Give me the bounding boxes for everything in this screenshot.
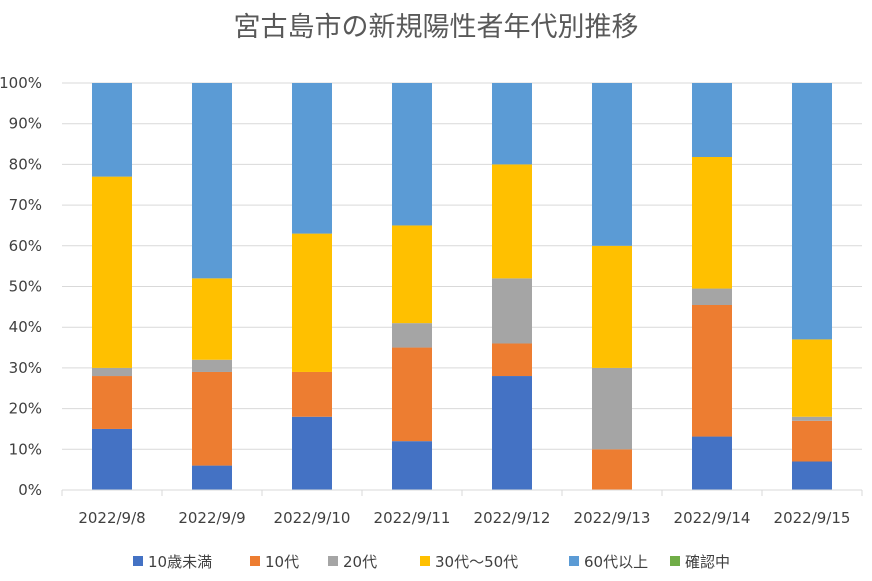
y-tick-label: 10% — [9, 440, 42, 458]
bar-segment — [692, 305, 732, 437]
bar-segment — [92, 428, 132, 490]
y-tick-label: 70% — [9, 196, 42, 214]
legend-label: 60代以上 — [584, 553, 648, 571]
bar-segment — [792, 461, 832, 490]
bar-segment — [192, 83, 232, 279]
bar-segment — [792, 83, 832, 340]
bar-segment — [492, 83, 532, 165]
bar-segment — [192, 359, 232, 372]
bar-segment — [692, 436, 732, 490]
bar-segment — [92, 367, 132, 377]
bar-segment — [292, 233, 332, 372]
gridlines — [62, 82, 862, 491]
y-tick-label: 0% — [18, 481, 42, 499]
bar-segment — [392, 441, 432, 490]
bar-segment — [192, 371, 232, 466]
bar-segment — [692, 83, 732, 157]
legend-swatch — [569, 556, 579, 566]
bar-segment — [92, 83, 132, 177]
x-tick-label: 2022/9/9 — [178, 509, 245, 527]
x-tick-label: 2022/9/13 — [574, 509, 651, 527]
bar-segment — [292, 371, 332, 417]
x-tick-label: 2022/9/12 — [474, 509, 551, 527]
y-tick-label: 50% — [9, 278, 42, 296]
legend-swatch — [670, 556, 680, 566]
bar-segment — [392, 225, 432, 324]
x-tick-label: 2022/9/8 — [78, 509, 145, 527]
bar-segment — [92, 376, 132, 429]
legend-label: 確認中 — [685, 553, 730, 571]
bar-segment — [192, 278, 232, 360]
y-tick-label: 40% — [9, 318, 42, 336]
y-tick-label: 100% — [0, 74, 42, 92]
y-axis: 0% 10% 20% 30% 40% 50% 60% 70% 80% 90% 100% — [0, 74, 42, 499]
bar-segment — [492, 343, 532, 377]
bar-segment — [192, 465, 232, 490]
bar-segment — [492, 164, 532, 279]
bar-segment — [792, 420, 832, 462]
bar-segment — [392, 347, 432, 442]
bar-segment — [592, 83, 632, 246]
bar-segment — [492, 376, 532, 490]
legend: 10歳未満 10代 20代 30代～50代 60代以上 確認中 — [133, 553, 730, 571]
bar-segment — [392, 83, 432, 226]
x-tick-label: 2022/9/15 — [774, 509, 851, 527]
bar-segment — [592, 245, 632, 368]
y-tick-label: 20% — [9, 400, 42, 418]
y-tick-label: 60% — [9, 237, 42, 255]
y-tick-label: 90% — [9, 115, 42, 133]
bar-segment — [692, 288, 732, 305]
bar-segment — [292, 83, 332, 234]
legend-label: 30代～50代 — [435, 553, 518, 571]
legend-label: 20代 — [343, 553, 377, 571]
legend-swatch — [133, 556, 143, 566]
bar-segment — [492, 278, 532, 344]
bar-segment — [592, 367, 632, 450]
bars — [92, 83, 832, 490]
legend-swatch — [328, 556, 338, 566]
chart-title: 宮古島市の新規陽性者年代別推移 — [234, 12, 639, 43]
legend-label: 10歳未満 — [148, 553, 212, 571]
legend-swatch — [250, 556, 260, 566]
x-tick-label: 2022/9/14 — [674, 509, 751, 527]
legend-label: 10代 — [265, 553, 299, 571]
bar-segment — [792, 416, 832, 421]
bar-segment — [592, 449, 632, 490]
x-tick-label: 2022/9/10 — [274, 509, 351, 527]
bar-segment — [792, 339, 832, 417]
y-tick-label: 80% — [9, 155, 42, 173]
bar-segment — [292, 416, 332, 490]
bar-segment — [692, 157, 732, 289]
x-tick-label: 2022/9/11 — [374, 509, 451, 527]
y-tick-label: 30% — [9, 359, 42, 377]
bar-segment — [392, 323, 432, 348]
bar-segment — [92, 176, 132, 368]
x-axis: 2022/9/8 2022/9/9 2022/9/10 2022/9/11 2022/9… — [61, 489, 863, 527]
legend-swatch — [420, 556, 430, 566]
